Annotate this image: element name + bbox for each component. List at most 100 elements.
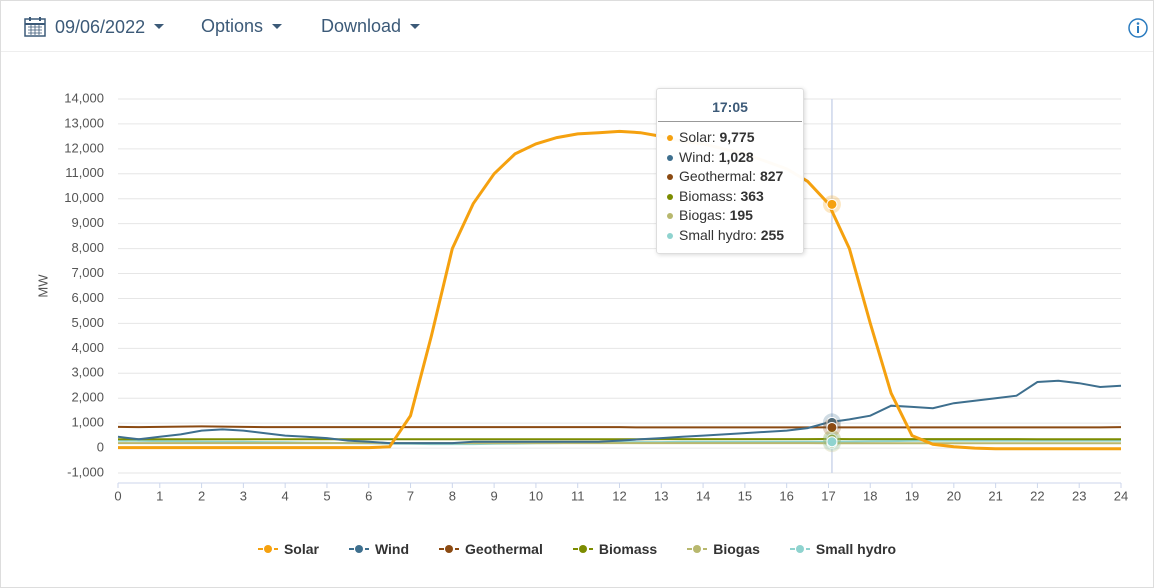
y-tick-label: 10,000 bbox=[64, 190, 104, 205]
tooltip-series: Biomass bbox=[679, 188, 740, 204]
y-tick-label: 8,000 bbox=[71, 240, 104, 255]
tooltip-series: Biogas bbox=[679, 207, 730, 223]
series-line bbox=[118, 129, 1121, 451]
legend-label: Biomass bbox=[598, 541, 658, 557]
legend: Solar Wind Geothermal Biomass Biogas Small hy… bbox=[1, 541, 1153, 557]
legend-item[interactable]: Biogas bbox=[687, 541, 760, 557]
x-tick-label: 18 bbox=[863, 488, 877, 503]
legend-symbol bbox=[439, 545, 460, 553]
series-line bbox=[117, 425, 1122, 429]
x-tick-label: 15 bbox=[738, 488, 752, 503]
tooltip-dot bbox=[667, 154, 673, 161]
y-tick-label: 7,000 bbox=[71, 265, 104, 280]
y-tick-label: 1,000 bbox=[71, 415, 104, 430]
y-tick-label: 12,000 bbox=[64, 140, 104, 155]
y-tick-label: 5,000 bbox=[71, 315, 104, 330]
tooltip-row: Biogas195 bbox=[667, 206, 793, 226]
y-tick-label: 2,000 bbox=[71, 390, 104, 405]
legend-symbol bbox=[348, 545, 369, 553]
legend-symbol bbox=[789, 545, 810, 553]
x-tick-label: 6 bbox=[365, 488, 372, 503]
x-tick-label: 3 bbox=[240, 488, 247, 503]
x-tick-label: 7 bbox=[407, 488, 414, 503]
x-tick-label: 8 bbox=[449, 488, 456, 503]
y-tick-label: -1,000 bbox=[67, 464, 104, 479]
y-tick-label: 0 bbox=[97, 440, 104, 455]
y-axis-label: MW bbox=[35, 274, 50, 298]
legend-item[interactable]: Geothermal bbox=[439, 541, 543, 557]
chart: MW -1,000 0 1,000 2,000 3,000 4,000 5,000 6,000… bbox=[35, 90, 1128, 503]
legend-item[interactable]: Small hydro bbox=[789, 541, 897, 557]
caret bbox=[410, 23, 421, 29]
x-tick-label: 0 bbox=[114, 488, 121, 503]
tooltip-value: 255 bbox=[760, 226, 785, 243]
hover-marker bbox=[826, 421, 838, 433]
caret bbox=[272, 23, 283, 29]
options: Options bbox=[201, 16, 264, 36]
tooltip-items: Solar9,775Wind1,028Geothermal827Biomass3… bbox=[657, 122, 803, 253]
legend-label: Solar bbox=[283, 541, 319, 557]
y-tick-label: 9,000 bbox=[71, 215, 104, 230]
tooltip-value: 9,775 bbox=[719, 129, 755, 145]
x-tick-label: 4 bbox=[282, 488, 289, 503]
legend-symbol bbox=[257, 545, 278, 553]
tooltip-dot bbox=[667, 174, 673, 181]
tooltip-dot bbox=[667, 135, 673, 142]
legend-symbol bbox=[572, 545, 593, 553]
calendar-icon bbox=[24, 17, 46, 37]
tooltip-row: Solar9,775 bbox=[667, 128, 793, 148]
tooltip-value: 827 bbox=[759, 168, 784, 184]
legend-item[interactable]: Wind bbox=[348, 541, 409, 557]
y-tick-label: 11,000 bbox=[65, 165, 104, 180]
toolbar: 09/06/2022 Options Download bbox=[1, 1, 1153, 52]
x-tick-label: 14 bbox=[696, 488, 710, 503]
x-tick-label: 24 bbox=[1114, 488, 1128, 503]
legend-label: Geothermal bbox=[465, 541, 543, 557]
date-picker[interactable]: 09/06/2022 bbox=[23, 16, 165, 38]
tooltip-series: Small hydro bbox=[679, 227, 761, 243]
y-tick-label: 4,000 bbox=[71, 340, 104, 355]
tooltip-row: Small hydro255 bbox=[667, 226, 793, 246]
tooltip-value: 195 bbox=[729, 207, 753, 223]
download: Download bbox=[321, 16, 402, 36]
y-tick-label: 3,000 bbox=[71, 365, 104, 380]
tooltip-series: Wind bbox=[679, 149, 719, 165]
x-tick-label: 13 bbox=[654, 488, 668, 503]
tooltip-series: Geothermal bbox=[679, 168, 760, 184]
y-tick-label: 6,000 bbox=[71, 290, 104, 305]
tooltip-title: 17:05 bbox=[658, 89, 802, 122]
x-tick-label: 5 bbox=[323, 488, 330, 503]
x-tick-label: 23 bbox=[1072, 488, 1086, 503]
tooltip-dot bbox=[667, 213, 673, 220]
tooltip-series: Solar bbox=[679, 129, 719, 145]
tooltip-row: Wind1,028 bbox=[667, 148, 793, 168]
legend-label: Biogas bbox=[713, 541, 760, 557]
x-tick-label: 1 bbox=[156, 488, 163, 503]
x-tick-label: 2 bbox=[198, 488, 205, 503]
tooltip: 17:05 Solar9,775Wind1,028Geothermal827Bi… bbox=[656, 88, 804, 254]
hover-marker bbox=[826, 198, 838, 210]
x-tick-label: 16 bbox=[779, 488, 793, 503]
tooltip-value: 363 bbox=[740, 187, 764, 204]
info-icon[interactable] bbox=[1127, 17, 1149, 39]
y-tick-label: 13,000 bbox=[64, 115, 104, 130]
x-tick-label: 19 bbox=[905, 488, 919, 503]
x-tick-label: 10 bbox=[529, 488, 543, 503]
x-tick-label: 21 bbox=[988, 488, 1002, 503]
options-menu[interactable]: Options bbox=[201, 16, 283, 37]
legend-label: Small hydro bbox=[815, 541, 897, 557]
tooltip-value: 1,028 bbox=[718, 148, 754, 165]
x-tick-label: 12 bbox=[612, 488, 626, 503]
tooltip-dot bbox=[667, 232, 673, 239]
tooltip-row: Biomass363 bbox=[667, 187, 793, 207]
legend-item[interactable]: Solar bbox=[257, 541, 319, 557]
x-tick-label: 17 bbox=[821, 488, 835, 503]
caret bbox=[154, 24, 165, 29]
legend-item[interactable]: Biomass bbox=[572, 541, 658, 557]
legend-symbol bbox=[687, 545, 708, 553]
download-menu[interactable]: Download bbox=[321, 16, 421, 37]
x-tick-label: 22 bbox=[1030, 488, 1044, 503]
hover-marker bbox=[826, 436, 838, 448]
tooltip-dot bbox=[667, 193, 673, 200]
